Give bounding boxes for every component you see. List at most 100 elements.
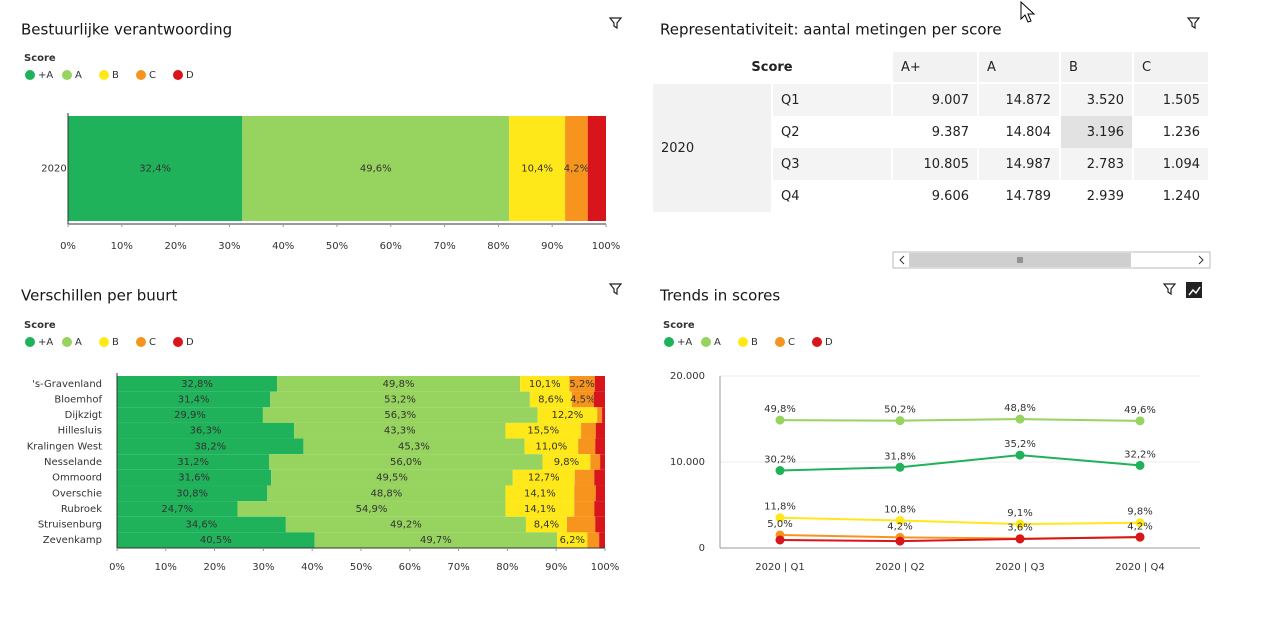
table-cell: A+ bbox=[893, 52, 977, 82]
bar-segment bbox=[303, 438, 525, 455]
legend-label: +A bbox=[38, 337, 53, 348]
y-tick-label: Rubroek bbox=[61, 504, 102, 515]
table-cell: 14.804 bbox=[979, 116, 1059, 148]
point-label: 9,8% bbox=[1127, 507, 1152, 518]
table-cell: 2.783 bbox=[1061, 148, 1132, 180]
bar-segment bbox=[569, 376, 595, 392]
data-point bbox=[1135, 532, 1145, 542]
x-tick-label: 100% bbox=[591, 562, 620, 573]
bar-segment bbox=[525, 516, 567, 533]
y-tick-label: Dijkzigt bbox=[65, 410, 102, 421]
value-label: 49,5% bbox=[376, 473, 408, 484]
legend-label: A bbox=[75, 70, 82, 81]
series-line bbox=[779, 535, 1141, 543]
bar-segment bbox=[587, 532, 600, 548]
y-tick-label: 's-Gravenland bbox=[32, 379, 102, 390]
table-cell: 2020 bbox=[653, 84, 771, 212]
value-label: 29,9% bbox=[174, 410, 206, 421]
chart-title: Bestuurlijke verantwoording bbox=[21, 21, 232, 39]
x-tick-label: 90% bbox=[545, 562, 567, 573]
x-tick-label: 0% bbox=[109, 562, 125, 573]
point-label: 11,8% bbox=[764, 502, 796, 513]
x-tick-label: 0% bbox=[60, 241, 76, 252]
legend-label: B bbox=[112, 337, 119, 348]
data-point bbox=[775, 513, 785, 523]
bar-segment bbox=[524, 438, 579, 455]
legend-label: A bbox=[714, 337, 721, 348]
table-cell: 14.872 bbox=[979, 84, 1059, 116]
value-label: 14,1% bbox=[524, 504, 556, 515]
value-label: 49,7% bbox=[420, 535, 452, 546]
table-cell: 10.805 bbox=[893, 148, 977, 180]
table-cell: 1.236 bbox=[1134, 116, 1208, 148]
x-tick-label: 20% bbox=[164, 241, 186, 252]
cursor bbox=[1020, 0, 1036, 23]
value-label: 54,9% bbox=[356, 504, 388, 515]
point-label: 31,8% bbox=[884, 451, 916, 462]
legend-label: D bbox=[186, 337, 194, 348]
data-point bbox=[895, 516, 905, 526]
bar-segment bbox=[578, 438, 596, 455]
value-label: 12,2% bbox=[552, 410, 584, 421]
value-label: 31,6% bbox=[178, 473, 210, 484]
value-label: 53,2% bbox=[384, 394, 416, 405]
series-line bbox=[779, 418, 1141, 422]
data-point bbox=[1015, 534, 1025, 544]
scrollbar[interactable] bbox=[892, 251, 1211, 269]
bar-segment bbox=[262, 407, 538, 423]
series-line bbox=[779, 454, 1141, 472]
scroll-grip bbox=[1017, 257, 1023, 263]
value-label: 8,4% bbox=[534, 520, 559, 531]
legend-swatch bbox=[701, 337, 711, 347]
legend-title: Score bbox=[663, 320, 695, 331]
value-label: 4,5% bbox=[570, 394, 595, 405]
bar-segment bbox=[117, 501, 238, 517]
value-label: 14,1% bbox=[524, 488, 556, 499]
point-label: 5,0% bbox=[767, 519, 792, 530]
bar-segment bbox=[117, 407, 263, 423]
y-tick-label: Nesselande bbox=[44, 457, 102, 468]
bar-segment bbox=[509, 116, 566, 221]
table-cell: 1.505 bbox=[1134, 84, 1208, 116]
value-label: 49,6% bbox=[360, 164, 392, 175]
bar-segment bbox=[117, 454, 270, 470]
bar-segment bbox=[599, 532, 605, 548]
x-tick-label: 50% bbox=[350, 562, 372, 573]
filter-icon[interactable] bbox=[608, 283, 623, 296]
legend-label: D bbox=[825, 337, 833, 348]
bar-segment bbox=[314, 532, 558, 548]
table-cell: 3.196 bbox=[1061, 116, 1132, 148]
y-tick-label: Overschie bbox=[52, 488, 102, 499]
legend-label: +A bbox=[38, 70, 53, 81]
x-tick-label: 20% bbox=[203, 562, 225, 573]
bar-segment bbox=[242, 116, 510, 221]
filter-icon[interactable] bbox=[608, 17, 623, 30]
value-label: 38,2% bbox=[194, 441, 226, 452]
bar-segment bbox=[597, 407, 603, 423]
legend-swatch bbox=[25, 70, 35, 80]
bar-segment bbox=[587, 116, 606, 221]
bar-segment bbox=[237, 501, 506, 517]
legend-title: Score bbox=[24, 53, 56, 64]
value-label: 15,5% bbox=[527, 426, 559, 437]
value-label: 10,4% bbox=[521, 164, 553, 175]
value-label: 32,4% bbox=[139, 164, 171, 175]
scroll-arrows[interactable] bbox=[899, 255, 1204, 265]
bar-segment bbox=[294, 422, 506, 439]
x-tick-label: 70% bbox=[447, 562, 469, 573]
y-tick-label: 10.000 bbox=[670, 457, 705, 468]
filter-icon[interactable] bbox=[1186, 17, 1201, 30]
icons bbox=[608, 17, 1201, 296]
x-tick-label: 70% bbox=[433, 241, 455, 252]
table-cell: 1.240 bbox=[1134, 180, 1208, 212]
table-cell: 3.520 bbox=[1061, 84, 1132, 116]
point-label: 49,6% bbox=[1124, 405, 1156, 416]
legend-swatch bbox=[136, 70, 146, 80]
table-title: Representativiteit: aantal metingen per … bbox=[660, 21, 1002, 39]
bar-segment bbox=[512, 469, 575, 486]
value-label: 12,7% bbox=[528, 473, 560, 484]
legend-swatch bbox=[99, 70, 109, 80]
point-label: 4,2% bbox=[1127, 521, 1152, 532]
filter-icon[interactable] bbox=[1162, 283, 1177, 296]
